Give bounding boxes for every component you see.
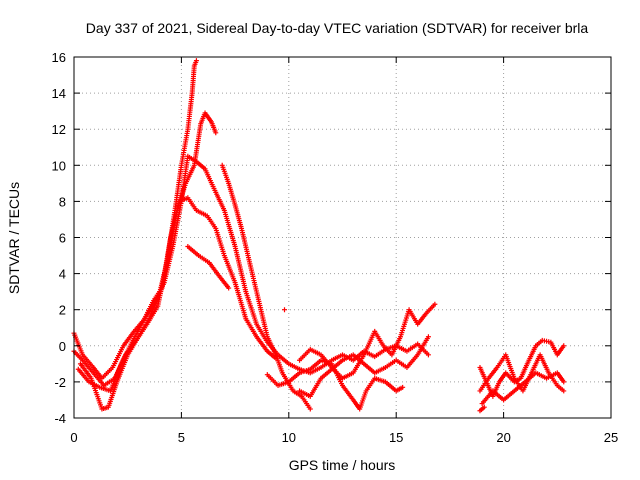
chart-title: Day 337 of 2021, Sidereal Day-to-day VTE… <box>86 20 589 36</box>
y-tick-label: 4 <box>59 267 66 282</box>
series-track-M <box>477 404 487 414</box>
series-track-D <box>75 195 279 394</box>
series-track-J <box>477 337 567 399</box>
y-tick-label: 10 <box>52 158 66 173</box>
x-tick-label: 10 <box>282 430 296 445</box>
x-tick-label: 20 <box>496 430 510 445</box>
y-tick-label: 14 <box>52 86 66 101</box>
x-tick-label: 25 <box>604 430 618 445</box>
data-marks <box>71 58 567 414</box>
x-tick-label: 15 <box>389 430 403 445</box>
y-tick-label: 8 <box>59 194 66 209</box>
series-track-L <box>479 370 567 407</box>
series-track-H <box>297 301 438 381</box>
series-track-C <box>77 110 219 412</box>
series-track-I <box>297 334 431 399</box>
axis-ticks: 0 5 10 15 20 25 -4 -2 0 2 4 6 8 10 12 14 16 <box>52 50 619 445</box>
y-tick-label: 16 <box>52 50 66 65</box>
y-tick-label: 12 <box>52 122 66 137</box>
series-outlier <box>282 307 288 313</box>
series-track-K <box>477 352 567 394</box>
series-track-B <box>71 58 199 389</box>
x-tick-label: 5 <box>178 430 185 445</box>
y-tick-label: 6 <box>59 231 66 246</box>
y-tick-label: 2 <box>59 303 66 318</box>
y-tick-label: -2 <box>54 375 66 390</box>
series-track-G <box>264 357 406 412</box>
grid-lines <box>74 57 611 418</box>
series-track-E <box>185 244 232 291</box>
x-axis-label: GPS time / hours <box>289 457 396 473</box>
x-tick-label: 0 <box>70 430 77 445</box>
y-tick-label: -4 <box>54 411 66 426</box>
y-axis-label: SDTVAR / TECUs <box>6 182 22 294</box>
y-tick-label: 0 <box>59 339 66 354</box>
series-track-F <box>219 162 313 412</box>
